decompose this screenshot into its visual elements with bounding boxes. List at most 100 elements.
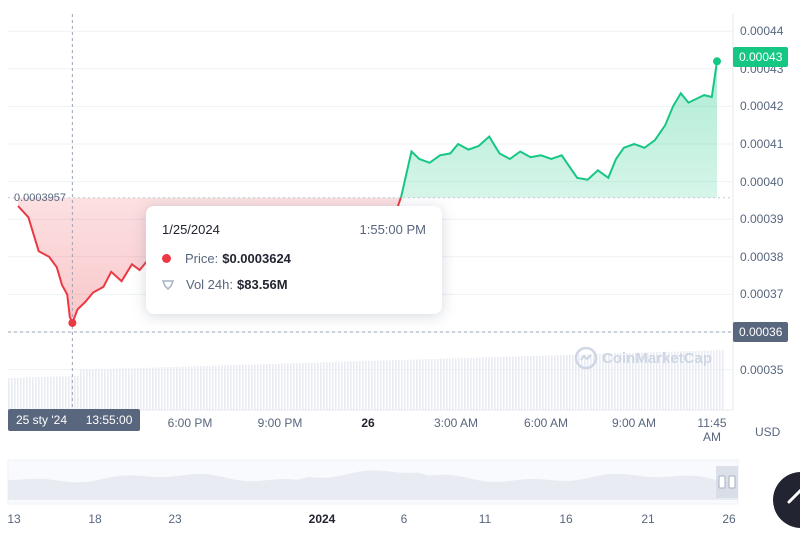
tooltip-volume-row: Vol 24h: $83.56M (162, 277, 288, 292)
volume-bar (713, 350, 715, 410)
volume-bar (230, 365, 232, 410)
volume-bar (494, 357, 496, 410)
volume-bar (560, 355, 562, 410)
volume-bar (629, 352, 631, 410)
volume-bar (446, 358, 448, 410)
volume-bar (53, 376, 55, 410)
volume-bar (407, 359, 409, 410)
navigator-tick-label: 21 (641, 512, 655, 526)
volume-bar (128, 368, 130, 410)
volume-bar (155, 367, 157, 410)
volume-bar (632, 352, 634, 410)
volume-bar (47, 376, 49, 410)
price-tooltip: 1/25/2024 1:55:00 PM Price: $0.0003624 V… (146, 206, 442, 314)
volume-bar (611, 353, 613, 410)
volume-bar (347, 361, 349, 410)
crosshair-time-label: 25 sty '24 13:55:00 (8, 409, 141, 431)
volume-bar (254, 364, 256, 410)
crosshair-time: 13:55:00 (85, 413, 133, 427)
volume-bar (704, 350, 706, 410)
volume-bar (176, 366, 178, 410)
volume-bar (14, 377, 16, 410)
volume-bar (512, 356, 514, 410)
volume-bar (647, 352, 649, 410)
volume-bar (59, 376, 61, 410)
volume-bar (590, 354, 592, 410)
coinmarketcap-logo-icon (574, 346, 598, 370)
volume-bar (179, 366, 181, 410)
volume-bar (335, 361, 337, 410)
volume-bar (596, 353, 598, 410)
volume-bar (149, 367, 151, 410)
volume-bar (164, 367, 166, 410)
volume-bar (32, 377, 34, 410)
volume-bar (683, 351, 685, 410)
volume-bar (125, 368, 127, 410)
y-tick-label: 0.00039 (740, 212, 784, 227)
volume-bar (266, 364, 268, 410)
volume-bar (449, 358, 451, 410)
scroll-top-button[interactable] (773, 472, 800, 528)
volume-bar (572, 354, 574, 410)
volume-bar (26, 377, 28, 410)
volume-bar (188, 366, 190, 410)
volume-bar (599, 353, 601, 410)
volume-bar (173, 366, 175, 410)
volume-bar (245, 364, 247, 410)
volume-bar (530, 355, 532, 410)
navigator-tick-label: 13 (7, 512, 21, 526)
volume-bar (8, 378, 10, 410)
volume-bar (485, 357, 487, 410)
navigator[interactable] (7, 459, 739, 505)
volume-bar (44, 376, 46, 410)
volume-bar (221, 365, 223, 410)
price-line (17, 61, 718, 326)
watermark-text: CoinMarketCap (602, 349, 713, 367)
volume-bar (308, 362, 310, 410)
y-tick-label: 0.00044 (740, 24, 784, 39)
volume-bar (368, 360, 370, 410)
volume-bar (263, 364, 265, 410)
x-tick-label: 3:00 AM (433, 416, 479, 430)
volume-bar (119, 368, 121, 410)
volume-bar (182, 366, 184, 410)
y-tick-label: 0.00038 (740, 249, 784, 264)
volume-bar (338, 361, 340, 410)
volume-bar (605, 353, 607, 410)
volume-bar (227, 365, 229, 410)
volume-bar (350, 361, 352, 410)
volume-bar (569, 354, 571, 410)
volume-bar (680, 351, 682, 410)
volume-bar (539, 355, 541, 410)
volume-bar (584, 354, 586, 410)
volume-bar (521, 356, 523, 410)
volume-bar (143, 367, 145, 410)
volume-bar (107, 368, 109, 410)
navigator-tick-label: 26 (722, 512, 736, 526)
current-price-badge: 0.00043 (733, 47, 789, 67)
volume-bar (575, 354, 577, 410)
volume-bar (239, 364, 241, 410)
y-tick-label: 0.00040 (740, 174, 784, 189)
volume-bar (527, 356, 529, 410)
volume-bar (638, 352, 640, 410)
volume-bar (437, 358, 439, 410)
volume-bar (428, 359, 430, 410)
navigator-handle (728, 475, 736, 489)
volume-bar (677, 351, 679, 410)
volume-bar (635, 352, 637, 410)
y-tick-label: 0.00042 (740, 99, 784, 114)
volume-bar (608, 353, 610, 410)
volume-bar (257, 364, 259, 410)
volume-bar (29, 377, 31, 410)
volume-bar (602, 353, 604, 410)
volume-bar (329, 362, 331, 410)
volume-bar (695, 350, 697, 410)
volume-bar (353, 361, 355, 410)
volume-bar (581, 354, 583, 410)
volume-bar (95, 369, 97, 410)
volume-bar (653, 352, 655, 410)
price-line-up (399, 61, 718, 198)
volume-bar (293, 363, 295, 410)
volume-bar (41, 376, 43, 410)
